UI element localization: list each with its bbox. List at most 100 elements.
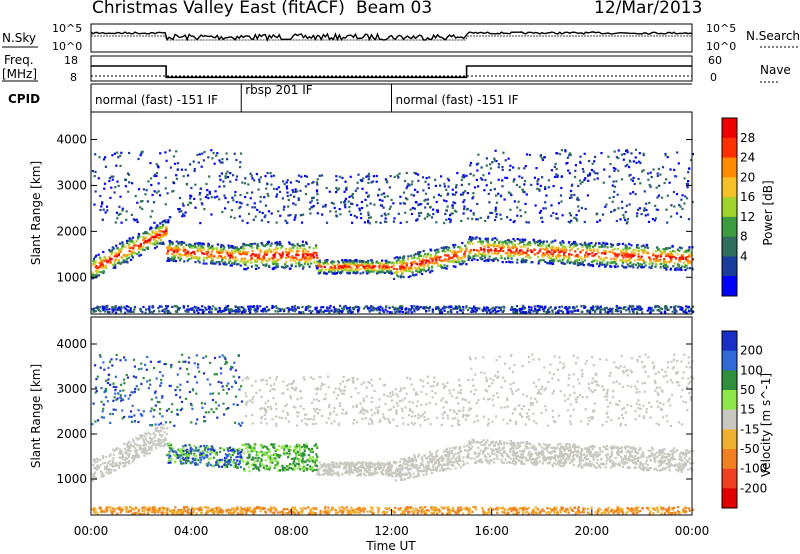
data-cell	[184, 251, 187, 254]
data-cell	[450, 309, 453, 312]
data-cell	[243, 268, 246, 271]
data-cell	[643, 390, 646, 393]
data-cell	[224, 257, 227, 260]
data-cell	[642, 209, 646, 212]
data-cell	[200, 458, 203, 461]
data-cell	[602, 181, 605, 184]
data-cell	[339, 310, 342, 313]
data-cell	[581, 249, 584, 252]
data-cell	[172, 259, 175, 263]
data-cell	[491, 238, 494, 241]
data-cell	[366, 266, 369, 269]
data-cell	[223, 456, 227, 459]
data-cell	[116, 262, 119, 265]
data-cell	[477, 185, 480, 188]
data-cell	[196, 153, 199, 156]
data-cell	[170, 247, 173, 250]
data-cell	[146, 247, 150, 250]
data-cell	[501, 240, 504, 243]
data-cell	[616, 310, 619, 313]
data-cell	[238, 201, 241, 204]
data-cell	[101, 262, 104, 265]
data-cell	[329, 210, 332, 213]
data-cell	[154, 226, 157, 230]
data-cell	[593, 445, 596, 448]
data-cell	[207, 251, 210, 254]
data-cell	[682, 468, 685, 471]
data-cell	[222, 248, 225, 251]
data-cell	[495, 306, 498, 309]
data-cell	[324, 268, 327, 271]
data-cell	[216, 195, 219, 198]
data-cell	[341, 380, 344, 383]
data-cell	[181, 456, 184, 459]
data-cell	[679, 258, 682, 261]
data-cell	[364, 262, 367, 265]
data-cell	[533, 248, 536, 252]
data-cell	[316, 256, 319, 259]
data-cell	[103, 187, 106, 190]
data-cell	[111, 306, 114, 309]
data-cell	[455, 210, 458, 213]
data-cell	[416, 305, 419, 308]
data-cell	[335, 179, 338, 182]
data-cell	[338, 261, 341, 264]
data-cell	[93, 203, 96, 206]
data-cell	[415, 273, 418, 276]
data-cell	[569, 243, 572, 247]
data-cell	[401, 263, 404, 266]
data-cell	[675, 212, 679, 215]
data-cell	[665, 265, 668, 268]
data-cell	[636, 262, 640, 265]
data-cell	[210, 256, 213, 259]
data-cell	[687, 180, 690, 183]
data-cell	[419, 251, 422, 254]
data-cell	[327, 270, 330, 274]
data-cell	[496, 511, 499, 514]
data-cell	[569, 450, 572, 453]
data-cell	[523, 167, 526, 170]
data-cell	[226, 252, 229, 255]
data-cell	[436, 255, 439, 258]
data-cell	[218, 306, 221, 310]
data-cell	[113, 255, 116, 258]
data-cell	[208, 175, 211, 178]
data-cell	[602, 259, 605, 262]
data-cell	[682, 261, 686, 264]
data-cell	[431, 261, 434, 265]
data-cell	[607, 155, 610, 158]
data-cell	[460, 219, 463, 223]
data-cell	[375, 180, 378, 183]
data-cell	[427, 259, 430, 262]
data-cell	[186, 305, 190, 308]
data-cell	[540, 244, 544, 247]
data-cell	[274, 310, 277, 313]
data-cell	[158, 233, 161, 236]
data-cell	[115, 244, 118, 247]
data-cell	[656, 509, 659, 512]
data-cell	[150, 448, 153, 451]
data-cell	[546, 310, 549, 313]
data-cell	[550, 252, 553, 255]
data-cell	[657, 393, 660, 396]
data-cell	[670, 257, 673, 260]
data-cell	[664, 266, 667, 269]
data-cell	[356, 204, 359, 207]
data-cell	[191, 256, 194, 259]
data-cell	[219, 178, 222, 181]
data-cell	[627, 254, 630, 257]
data-cell	[655, 186, 658, 189]
data-cell	[162, 308, 165, 311]
data-cell	[130, 250, 133, 253]
data-cell	[165, 307, 168, 310]
data-cell	[272, 305, 275, 309]
data-cell	[370, 309, 373, 312]
nave-label: Nave	[760, 63, 791, 77]
data-cell	[638, 207, 641, 210]
data-cell	[494, 210, 497, 213]
data-cell	[319, 269, 322, 272]
data-cell	[283, 266, 286, 269]
data-cell	[159, 222, 162, 225]
data-cell	[385, 266, 388, 269]
data-cell	[661, 307, 664, 311]
